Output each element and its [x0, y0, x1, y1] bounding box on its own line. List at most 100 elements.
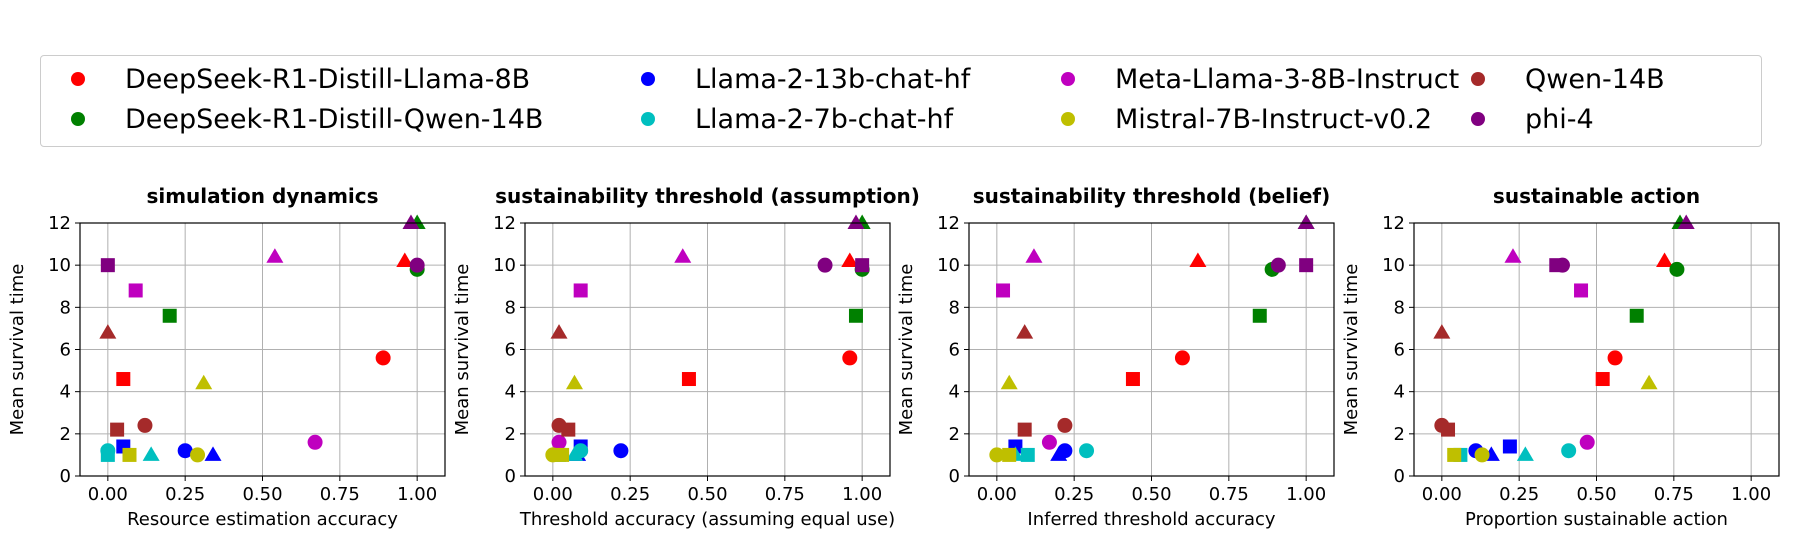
data-point-circle: [1057, 417, 1073, 433]
data-point-circle: [1041, 434, 1057, 450]
x-tick-label: 0.25: [165, 484, 205, 505]
data-point-triangle: [674, 248, 692, 263]
legend: DeepSeek-R1-Distill-Llama-8B DeepSeek-R1-…: [40, 55, 1762, 147]
data-point-square: [1299, 258, 1314, 273]
legend-item: Qwen-14B: [1441, 62, 1665, 96]
y-tick-label: 10: [493, 255, 516, 276]
y-tick-label: 8: [60, 297, 71, 318]
legend-label: Llama-2-13b-chat-hf: [695, 63, 971, 95]
data-point-circle: [1079, 443, 1095, 459]
legend-item: phi-4: [1441, 102, 1594, 136]
y-tick-label: 10: [1382, 255, 1405, 276]
x-tick-label: 0.00: [88, 484, 128, 505]
legend-item: Llama-2-13b-chat-hf: [611, 62, 970, 96]
x-tick-label: 1.00: [842, 484, 882, 505]
data-point-triangle: [1656, 252, 1674, 267]
legend-marker: [71, 112, 85, 126]
legend-label: Qwen-14B: [1525, 63, 1665, 95]
chart-title: sustainable action: [1493, 184, 1700, 208]
legend-label: Mistral-7B-Instruct-v0.2: [1115, 103, 1433, 135]
x-tick-label: 1.00: [1731, 484, 1771, 505]
data-point-square: [855, 258, 870, 273]
data-point-square: [100, 447, 115, 462]
data-point-triangle: [1640, 374, 1658, 390]
chart-title: simulation dynamics: [146, 184, 378, 208]
legend-item: Llama-2-7b-chat-hf: [611, 102, 953, 136]
data-point-triangle: [565, 374, 583, 390]
x-tick-label: 0.00: [977, 484, 1017, 505]
data-point-triangle: [1433, 324, 1451, 339]
data-point-square: [996, 283, 1011, 298]
data-point-square: [1252, 308, 1267, 323]
data-point-triangle: [99, 324, 117, 339]
y-tick-label: 4: [949, 382, 960, 403]
y-tick-label: 0: [1394, 466, 1405, 487]
x-axis-label: Resource estimation accuracy: [127, 509, 398, 530]
legend-item: DeepSeek-R1-Distill-Llama-8B: [41, 62, 530, 96]
data-point-circle: [375, 350, 391, 366]
data-point-square: [1002, 447, 1017, 462]
legend-label: Meta-Llama-3-8B-Instruct: [1115, 63, 1460, 95]
y-tick-label: 8: [505, 297, 516, 318]
legend-item: DeepSeek-R1-Distill-Qwen-14B: [41, 102, 543, 136]
x-tick-label: 1.00: [1286, 484, 1326, 505]
x-tick-label: 0.50: [1576, 484, 1616, 505]
data-point-square: [128, 283, 143, 298]
data-point-square: [1629, 308, 1644, 323]
x-tick-label: 0.75: [1654, 484, 1694, 505]
y-tick-label: 4: [1394, 382, 1405, 403]
y-tick-label: 12: [937, 213, 960, 234]
x-tick-label: 1.00: [397, 484, 437, 505]
data-point-triangle: [195, 374, 213, 390]
data-point-square: [122, 447, 137, 462]
x-axis-label: Inferred threshold accuracy: [1027, 509, 1275, 530]
x-tick-label: 0.00: [533, 484, 573, 505]
data-point-square: [110, 422, 125, 437]
legend-marker: [1061, 112, 1075, 126]
data-point-square: [848, 308, 863, 323]
x-tick-label: 0.00: [1422, 484, 1462, 505]
y-tick-label: 12: [493, 213, 516, 234]
legend-label: DeepSeek-R1-Distill-Llama-8B: [125, 63, 531, 95]
data-point-triangle: [142, 446, 160, 461]
data-point-circle: [817, 257, 833, 273]
x-tick-label: 0.50: [242, 484, 282, 505]
y-tick-label: 8: [1394, 297, 1405, 318]
y-tick-label: 0: [60, 466, 71, 487]
data-point-circle: [190, 447, 206, 463]
data-point-circle: [551, 434, 567, 450]
x-tick-label: 0.25: [1054, 484, 1094, 505]
data-point-square: [573, 283, 588, 298]
legend-marker: [1471, 72, 1485, 86]
y-tick-label: 12: [1382, 213, 1405, 234]
x-tick-label: 0.75: [1209, 484, 1249, 505]
legend-marker: [1471, 112, 1485, 126]
data-point-square: [555, 447, 570, 462]
x-tick-label: 0.50: [687, 484, 727, 505]
data-point-circle: [842, 350, 858, 366]
x-axis-label: Threshold accuracy (assuming equal use): [519, 509, 895, 530]
data-point-square: [1441, 422, 1456, 437]
data-point-square: [561, 422, 576, 437]
data-point-circle: [1561, 443, 1577, 459]
data-point-square: [1447, 447, 1462, 462]
y-tick-label: 8: [949, 297, 960, 318]
legend-marker: [641, 72, 655, 86]
legend-label: phi-4: [1525, 103, 1594, 135]
y-tick-label: 12: [48, 213, 71, 234]
chart-panel: 0.00 0.25 0.50 0.75 1.00 0 2 4 6 8 10 12 sustainable…: [1341, 184, 1780, 530]
data-point-circle: [137, 417, 153, 433]
data-point-square: [1020, 447, 1035, 462]
chart-title: sustainability threshold (belief): [973, 184, 1331, 208]
data-point-triangle: [204, 446, 222, 461]
y-tick-label: 0: [505, 466, 516, 487]
y-tick-label: 6: [1394, 340, 1405, 361]
legend-label: DeepSeek-R1-Distill-Qwen-14B: [125, 103, 544, 135]
data-point-triangle: [396, 252, 414, 267]
chart-panel: 0.00 0.25 0.50 0.75 1.00 0 2 4 6 8 10 12 sustainabil…: [896, 184, 1335, 530]
data-point-square: [681, 372, 696, 387]
y-tick-label: 4: [60, 382, 71, 403]
x-tick-label: 0.50: [1131, 484, 1171, 505]
y-tick-label: 2: [1394, 424, 1405, 445]
